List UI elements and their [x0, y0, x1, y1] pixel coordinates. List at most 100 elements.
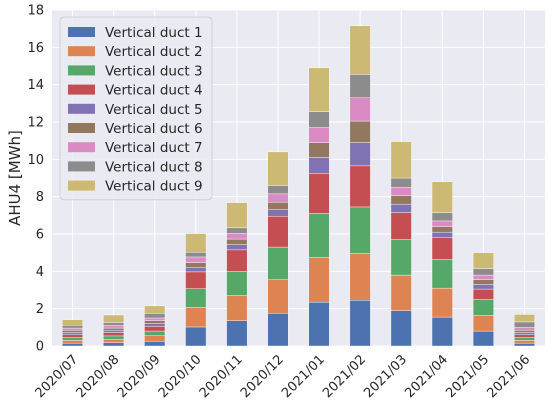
- bar-segment: [185, 233, 207, 253]
- bar-segment: [472, 299, 494, 316]
- bar-segment: [62, 343, 84, 347]
- bar-segment: [472, 274, 494, 280]
- bar-segment: [103, 327, 125, 331]
- bar-segment: [513, 327, 535, 331]
- y-tick-label: 8: [36, 190, 44, 205]
- bar-segment: [472, 315, 494, 332]
- bar-segment: [267, 216, 289, 248]
- legend-swatch: [68, 161, 95, 172]
- bar-segment: [103, 322, 125, 326]
- bar-segment: [349, 74, 371, 98]
- bar-segment: [349, 97, 371, 122]
- bars: [62, 25, 535, 347]
- legend-swatch: [68, 180, 95, 191]
- bar-segment: [103, 330, 125, 333]
- bar-segment: [390, 212, 412, 240]
- bar-segment: [62, 325, 84, 329]
- bar-segment: [308, 111, 330, 128]
- bar-segment: [226, 295, 248, 322]
- bar-segment: [144, 330, 166, 336]
- bar-segment: [431, 231, 453, 238]
- legend-label: Vertical duct 1: [105, 25, 203, 41]
- bar-segment: [185, 267, 207, 273]
- y-tick-label: 16: [27, 41, 44, 56]
- bar-segment: [62, 319, 84, 326]
- x-tick-labels: 2020/072020/082020/092020/102020/112020/…: [33, 352, 534, 401]
- bar-segment: [390, 177, 412, 188]
- bar-segment: [185, 262, 207, 268]
- bar-segment: [390, 274, 412, 311]
- bar-segment: [472, 284, 494, 290]
- legend-swatch: [68, 27, 95, 37]
- bar-segment: [431, 259, 453, 289]
- legend-swatch: [68, 103, 95, 114]
- x-tick-label: 2020/08: [74, 352, 123, 401]
- bar-segment: [226, 249, 248, 272]
- bar-segment: [62, 337, 84, 341]
- y-axis-label: AHU4 [MWh]: [6, 130, 24, 226]
- bar-segment: [103, 332, 125, 337]
- bar-segment: [390, 187, 412, 196]
- bar-segment: [472, 268, 494, 276]
- bar-segment: [226, 233, 248, 240]
- bar-segment: [103, 335, 125, 340]
- bar-segment: [144, 317, 166, 321]
- x-tick-label: 2020/12: [238, 352, 287, 401]
- x-tick-label: 2021/06: [484, 352, 533, 401]
- bar-segment: [267, 193, 289, 203]
- y-tick-label: 4: [36, 265, 44, 280]
- bar-segment: [472, 279, 494, 285]
- legend-swatch: [68, 84, 95, 95]
- legend-label: Vertical duct 7: [105, 140, 203, 156]
- bar-segment: [308, 213, 330, 258]
- x-tick-label: 2020/11: [197, 352, 246, 401]
- bar-segment: [267, 202, 289, 210]
- bar-segment: [103, 342, 125, 347]
- bar-segment: [308, 157, 330, 174]
- bar-segment: [390, 141, 412, 179]
- bar-segment: [62, 327, 84, 331]
- bar-segment: [390, 203, 412, 213]
- bar-segment: [185, 326, 207, 347]
- bar-segment: [431, 220, 453, 227]
- bar-segment: [431, 316, 453, 347]
- bar-segment: [103, 314, 125, 323]
- bar-segment: [308, 67, 330, 112]
- legend-label: Vertical duct 9: [105, 179, 203, 195]
- bar-segment: [349, 142, 371, 167]
- y-tick-label: 18: [27, 4, 44, 19]
- bar-segment: [267, 279, 289, 314]
- y-tick-label: 0: [36, 340, 44, 355]
- legend-label: Vertical duct 5: [105, 102, 203, 118]
- bar-segment: [226, 238, 248, 245]
- bar-segment: [144, 305, 166, 314]
- bar-segment: [513, 321, 535, 328]
- bar-segment: [226, 227, 248, 234]
- y-tick-label: 12: [27, 116, 44, 131]
- bar-segment: [349, 120, 371, 143]
- x-tick-label: 2021/01: [279, 352, 328, 401]
- legend-label: Vertical duct 2: [105, 44, 203, 60]
- bar-segment: [226, 271, 248, 296]
- bar-segment: [62, 332, 84, 335]
- y-tick-label: 2: [36, 302, 44, 317]
- bar-segment: [431, 226, 453, 233]
- legend-label: Vertical duct 4: [105, 83, 203, 99]
- bar-segment: [431, 181, 453, 213]
- bar-segment: [103, 339, 125, 343]
- y-tick-labels: 0 2 4 6 8 10 12 14 16 18: [27, 4, 44, 355]
- bar-segment: [185, 288, 207, 308]
- bar-segment: [144, 335, 166, 342]
- bar-segment: [144, 313, 166, 319]
- legend-box: [59, 16, 213, 201]
- bar-segment: [513, 340, 535, 344]
- legend-swatch: [68, 123, 95, 133]
- bar-segment: [513, 337, 535, 341]
- bar-segment: [226, 202, 248, 229]
- bar-segment: [472, 288, 494, 300]
- legend-label: Vertical duct 6: [105, 121, 203, 137]
- x-tick-label: 2020/10: [156, 352, 205, 401]
- bar-segment: [390, 239, 412, 276]
- bar-segment: [185, 271, 207, 289]
